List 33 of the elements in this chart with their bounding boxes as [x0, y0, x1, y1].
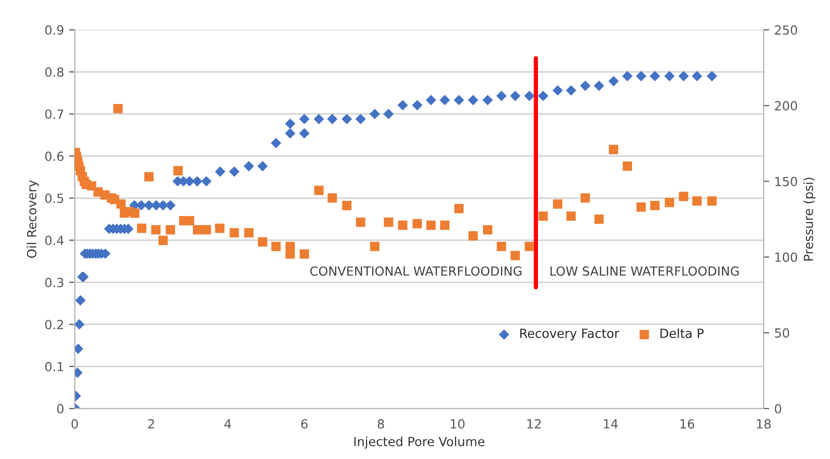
y-tick-label: 0.4	[45, 236, 64, 246]
y-tick-label: 0	[57, 404, 64, 414]
legend-label: Delta P	[660, 328, 704, 338]
y2-axis-title: Pressure (psi)	[803, 178, 816, 260]
y2-tick-label: 0	[774, 404, 782, 414]
x-tick-label: 18	[757, 419, 771, 429]
x-tick-label: 6	[301, 419, 308, 429]
y-tick-label: 0.1	[45, 362, 64, 372]
y-axis-title: Oil Recovery	[26, 180, 39, 258]
x-tick-label: 14	[604, 419, 618, 428]
x-axis-title: Injected Pore Volume	[354, 436, 484, 449]
y2-tick-label: 100	[775, 252, 798, 262]
y-tick-label: 0.9	[45, 25, 64, 35]
y2-tick-label: 250	[774, 25, 798, 35]
y-tick-label: 0.3	[45, 278, 64, 288]
y-tick-label: 0.6	[45, 152, 64, 161]
x-tick-label: 2	[148, 419, 154, 428]
y-tick-label: 0.8	[45, 67, 64, 77]
y-tick-label: 0.5	[45, 194, 64, 204]
legend-label: Recovery Factor	[520, 328, 620, 340]
x-tick-label: 16	[680, 419, 694, 429]
annotation: LOW SALINE WATERFLOODING	[550, 266, 739, 276]
y-tick-label: 0.7	[45, 109, 64, 119]
y-tick-label: 0.2	[45, 320, 64, 330]
x-tick-label: 12	[527, 419, 541, 428]
y2-tick-label: 50	[774, 328, 790, 338]
x-tick-label: 10	[450, 419, 465, 429]
y2-tick-label: 200	[774, 101, 798, 110]
x-tick-label: 4	[224, 419, 232, 428]
annotation: CONVENTIONAL WATERFLOODING	[310, 266, 522, 276]
y2-tick-label: 150	[775, 176, 798, 186]
x-tick-label: 0	[72, 419, 78, 429]
x-tick-label: 8	[378, 419, 384, 429]
